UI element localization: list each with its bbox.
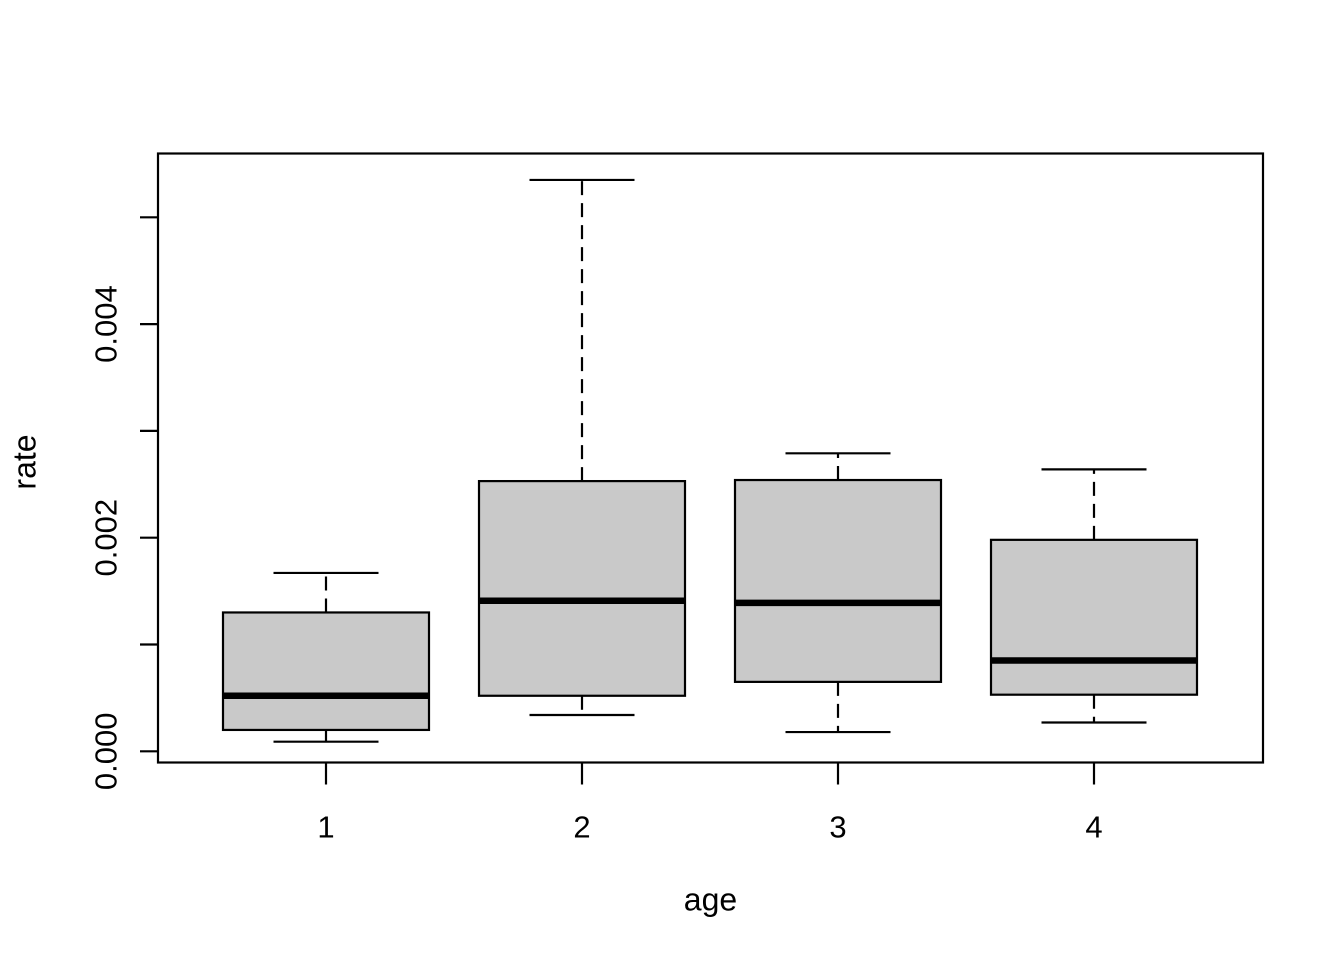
boxplot-box-age-4 bbox=[989, 468, 1199, 724]
y-axis: 0.000 0.002 0.004 bbox=[89, 216, 158, 791]
boxplot-box-age-3 bbox=[733, 452, 943, 734]
x-tick-label: 1 bbox=[317, 810, 334, 845]
x-axis: 1 2 3 4 bbox=[317, 762, 1103, 845]
y-tick-label: 0.002 bbox=[89, 499, 124, 577]
x-tick-label: 3 bbox=[829, 810, 846, 845]
y-axis-title: rate bbox=[6, 434, 43, 490]
x-tick-label: 2 bbox=[573, 810, 590, 845]
x-axis-title: age bbox=[683, 881, 738, 918]
y-tick-label: 0.000 bbox=[89, 713, 124, 791]
plot-border bbox=[156, 152, 1265, 764]
boxplot-box-age-1 bbox=[221, 571, 431, 743]
boxplot-box-age-2 bbox=[477, 178, 687, 717]
y-tick-label: 0.004 bbox=[89, 285, 124, 363]
x-tick-label: 4 bbox=[1085, 810, 1102, 845]
